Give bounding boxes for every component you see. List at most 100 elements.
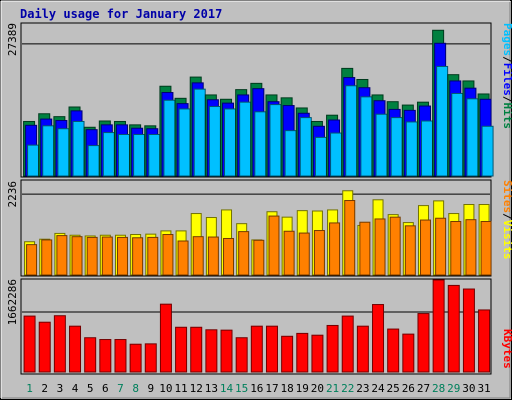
bar-kbytes-day-31 bbox=[478, 309, 491, 373]
bar-sites-day-20 bbox=[313, 230, 325, 276]
bar-kbytes-day-20 bbox=[311, 334, 324, 373]
bar-pages-day-12 bbox=[193, 88, 206, 177]
bar-kbytes-day-16 bbox=[250, 325, 263, 373]
day-label-1: 1 bbox=[26, 382, 33, 395]
bar-kbytes-day-4 bbox=[69, 325, 82, 373]
bar-pages-day-27 bbox=[420, 120, 433, 177]
bar-pages-day-3 bbox=[57, 128, 70, 177]
bar-sites-day-17 bbox=[268, 215, 280, 276]
day-label-17: 17 bbox=[265, 382, 278, 395]
day-label-9: 9 bbox=[147, 382, 154, 395]
day-label-4: 4 bbox=[72, 382, 79, 395]
bar-kbytes-day-12 bbox=[190, 326, 203, 373]
legend-files: Files bbox=[501, 63, 512, 96]
day-label-3: 3 bbox=[57, 382, 64, 395]
day-label-28: 28 bbox=[432, 382, 445, 395]
legend-pages-files-hits: Pages/Files/Hits bbox=[501, 23, 512, 129]
day-labels: 1 2 3 4 5 6 7 8 9 10 11 12 13 14 15 16 17 18 19 20 21 22 23 24 2… bbox=[26, 382, 490, 395]
bar-sites-day-23 bbox=[359, 221, 371, 276]
bar-sites-day-18 bbox=[283, 230, 295, 276]
day-label-23: 23 bbox=[356, 382, 369, 395]
bar-kbytes-day-13 bbox=[205, 329, 218, 373]
bar-pages-day-11 bbox=[178, 108, 191, 177]
day-label-27: 27 bbox=[417, 382, 430, 395]
bar-sites-day-1 bbox=[26, 244, 38, 276]
day-label-26: 26 bbox=[402, 382, 415, 395]
chart-title: Daily usage for January 2017 bbox=[20, 7, 222, 21]
bar-kbytes-day-1 bbox=[23, 315, 36, 373]
bar-kbytes-day-21 bbox=[326, 324, 339, 373]
bar-kbytes-day-25 bbox=[387, 328, 400, 373]
bar-sites-day-29 bbox=[450, 220, 462, 276]
legend-visits: Visits bbox=[501, 220, 512, 260]
bar-kbytes-day-15 bbox=[235, 337, 248, 373]
bar-kbytes-day-23 bbox=[356, 325, 369, 373]
bar-pages-day-19 bbox=[299, 117, 312, 177]
bar-pages-day-31 bbox=[481, 125, 494, 177]
bar-sites-day-13 bbox=[207, 236, 219, 276]
legend-kbytes: KBytes bbox=[501, 329, 512, 369]
bar-pages-day-26 bbox=[405, 121, 418, 177]
day-label-22: 22 bbox=[341, 382, 354, 395]
bar-sites-day-8 bbox=[132, 237, 144, 276]
day-label-6: 6 bbox=[102, 382, 109, 395]
bar-pages-day-6 bbox=[102, 132, 115, 177]
bar-pages-day-2 bbox=[42, 125, 55, 177]
legend-hits: Hits bbox=[501, 103, 512, 130]
bar-sites-day-2 bbox=[41, 239, 53, 276]
day-label-25: 25 bbox=[387, 382, 400, 395]
bar-kbytes-day-2 bbox=[38, 321, 51, 373]
bar-sites-day-25 bbox=[389, 216, 401, 276]
bar-kbytes-day-6 bbox=[99, 339, 112, 373]
bar-kbytes-day-8 bbox=[129, 343, 142, 373]
bar-pages-day-1 bbox=[27, 144, 40, 177]
day-label-29: 29 bbox=[447, 382, 460, 395]
bar-pages-day-15 bbox=[239, 101, 252, 177]
bar-kbytes-day-7 bbox=[114, 339, 127, 373]
bar-sites-day-30 bbox=[465, 219, 477, 276]
bar-pages-day-24 bbox=[375, 113, 388, 177]
bar-pages-day-4 bbox=[72, 120, 85, 177]
bar-kbytes-day-26 bbox=[402, 333, 415, 373]
day-label-13: 13 bbox=[205, 382, 218, 395]
bar-sites-day-12 bbox=[192, 236, 204, 276]
day-label-24: 24 bbox=[371, 382, 385, 395]
bar-kbytes-day-17 bbox=[265, 325, 278, 373]
day-label-20: 20 bbox=[311, 382, 324, 395]
bar-sites-day-28 bbox=[435, 217, 447, 276]
legend-pages: Pages bbox=[501, 23, 512, 56]
bar-sites-day-11 bbox=[177, 240, 189, 276]
bar-sites-day-4 bbox=[71, 236, 83, 276]
day-label-21: 21 bbox=[326, 382, 339, 395]
chart-marks bbox=[22, 29, 494, 373]
legend-kbytes: KBytes bbox=[501, 329, 512, 369]
bar-pages-day-21 bbox=[330, 132, 343, 177]
bar-kbytes-day-24 bbox=[372, 304, 385, 373]
bar-pages-day-14 bbox=[224, 108, 237, 177]
bar-sites-day-21 bbox=[329, 222, 341, 276]
bar-sites-day-19 bbox=[298, 232, 310, 276]
bar-pages-day-30 bbox=[466, 98, 479, 177]
bar-pages-day-13 bbox=[208, 106, 221, 177]
bar-sites-day-5 bbox=[86, 236, 98, 276]
legend-sites-visits: Sites/Visits bbox=[501, 180, 512, 260]
day-label-16: 16 bbox=[250, 382, 263, 395]
bar-pages-day-16 bbox=[254, 111, 267, 177]
bar-sites-day-16 bbox=[253, 239, 265, 276]
day-label-10: 10 bbox=[159, 382, 172, 395]
bar-sites-day-27 bbox=[419, 219, 431, 276]
day-label-8: 8 bbox=[132, 382, 139, 395]
day-label-5: 5 bbox=[87, 382, 94, 395]
bar-pages-day-29 bbox=[451, 92, 464, 177]
day-label-31: 31 bbox=[477, 382, 490, 395]
bar-sites-day-10 bbox=[162, 234, 174, 276]
legend-sep2: / bbox=[501, 96, 512, 103]
day-label-30: 30 bbox=[462, 382, 475, 395]
y-max-label: 2236 bbox=[6, 181, 19, 208]
bar-kbytes-day-11 bbox=[175, 326, 188, 373]
bar-sites-day-22 bbox=[344, 200, 356, 276]
bar-pages-day-8 bbox=[133, 134, 146, 177]
bar-pages-day-7 bbox=[117, 134, 130, 177]
